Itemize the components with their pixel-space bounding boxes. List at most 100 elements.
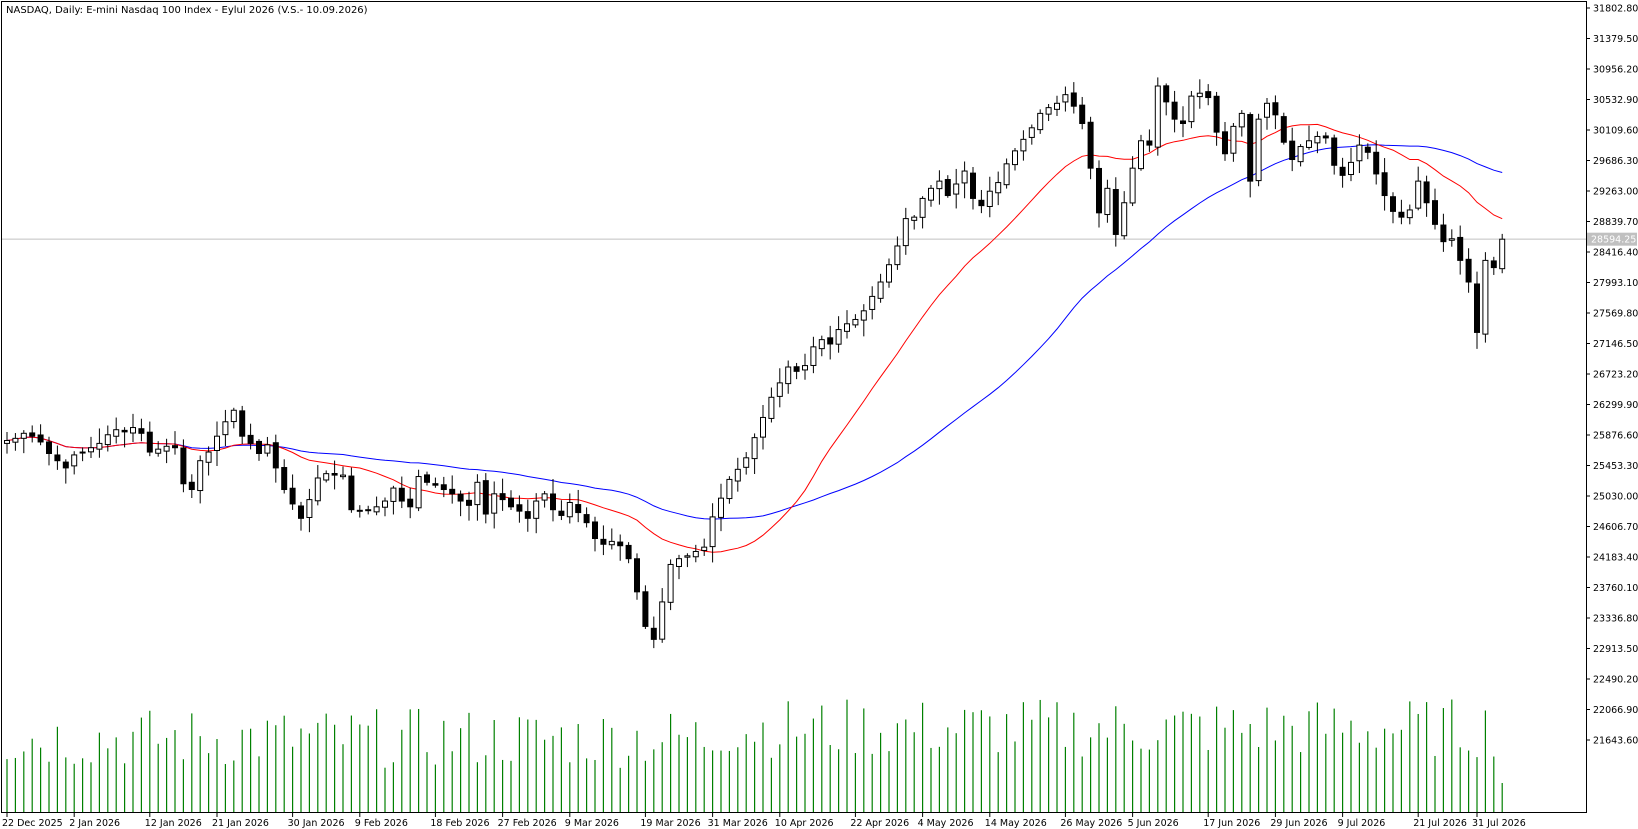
price-tick-label: 28416.40 (1593, 248, 1638, 259)
candle (382, 497, 388, 517)
candle (365, 505, 372, 515)
candle (1087, 116, 1094, 180)
candle-body (46, 441, 52, 454)
price-axis: 31802.80 31379.50 30956.20 30532.90 30109.60… (1586, 4, 1638, 747)
candle-body (130, 427, 136, 434)
date-tick-label: 21 Jul 2026 (1413, 818, 1467, 829)
candle (1297, 144, 1304, 167)
candle (264, 436, 271, 457)
candle (79, 447, 86, 462)
candle-body (1121, 202, 1128, 237)
candle-body (734, 468, 741, 482)
candle (247, 423, 254, 450)
candle-body (1432, 200, 1438, 225)
candle (1381, 158, 1388, 211)
candle-body (20, 432, 27, 439)
candle-body (575, 504, 582, 514)
candle (1356, 134, 1363, 174)
candle-body (1364, 146, 1371, 153)
candle-body (1020, 138, 1027, 152)
candle-body (541, 493, 548, 501)
candle (356, 505, 363, 518)
candle-body (390, 487, 397, 502)
price-tick-label: 25453.30 (1593, 461, 1638, 472)
candle (1474, 271, 1480, 349)
candle (827, 325, 834, 360)
candle-body (835, 329, 842, 345)
candle-body (583, 514, 590, 524)
candle-body (760, 416, 766, 438)
candle (1188, 90, 1195, 129)
candle-body (197, 460, 204, 492)
candle-body (155, 448, 162, 454)
candle (734, 457, 741, 492)
candle (113, 417, 120, 444)
price-tick-label: 28839.70 (1593, 217, 1638, 228)
candle-body (499, 493, 506, 501)
candle-body (37, 434, 44, 443)
candle (1079, 96, 1086, 130)
candle-body (54, 454, 61, 462)
price-tick-label: 22913.50 (1593, 644, 1638, 655)
candle (600, 525, 607, 556)
candle (1180, 106, 1186, 138)
candle-body (432, 483, 439, 486)
candle (995, 171, 1002, 206)
candle-body (1180, 120, 1186, 124)
candle (1289, 127, 1296, 172)
candle-body (180, 447, 187, 485)
candle (684, 553, 691, 568)
candle (239, 405, 246, 445)
candle-body (230, 409, 237, 423)
candle-body (1213, 95, 1220, 133)
candle-body (1381, 172, 1388, 197)
candle-body (4, 440, 10, 444)
candle (1238, 110, 1245, 137)
candle-body (398, 487, 405, 502)
candle-body (222, 421, 229, 436)
candle (1003, 158, 1010, 189)
candle-body (1196, 92, 1203, 98)
candle-body (424, 474, 430, 483)
candle-body (902, 218, 909, 247)
candle-body (281, 467, 288, 491)
candle-body (29, 432, 36, 437)
candle-body (827, 337, 834, 345)
candle (163, 438, 170, 464)
candle (869, 286, 876, 320)
candle (785, 360, 792, 394)
candle (1465, 248, 1472, 293)
candle-body (566, 501, 573, 518)
candle (860, 304, 867, 337)
candle-body (205, 451, 212, 463)
candle-body (1037, 112, 1044, 131)
candle (961, 161, 968, 199)
candle (894, 236, 901, 270)
candle-body (449, 488, 456, 495)
candle (281, 459, 288, 494)
candle-body (1373, 151, 1380, 175)
candle-body (146, 431, 153, 453)
candle-body (373, 506, 380, 513)
candle (1482, 252, 1489, 343)
candle-body (818, 339, 825, 350)
candle (1423, 175, 1430, 217)
candle-body (667, 563, 674, 603)
price-tick-label: 26299.90 (1593, 400, 1638, 411)
candle (314, 465, 321, 506)
candle-body (172, 445, 178, 449)
candle-body (1306, 140, 1312, 148)
candle-body (407, 498, 414, 508)
candle (1440, 213, 1447, 252)
candle (88, 436, 94, 459)
candle-body (1297, 146, 1304, 163)
candle (482, 473, 489, 524)
candle (1348, 147, 1354, 182)
candle-body (62, 461, 69, 469)
candle (902, 207, 909, 255)
candle-body (1339, 166, 1346, 176)
candle-body (852, 318, 859, 326)
price-tick-label: 30109.60 (1593, 126, 1638, 137)
